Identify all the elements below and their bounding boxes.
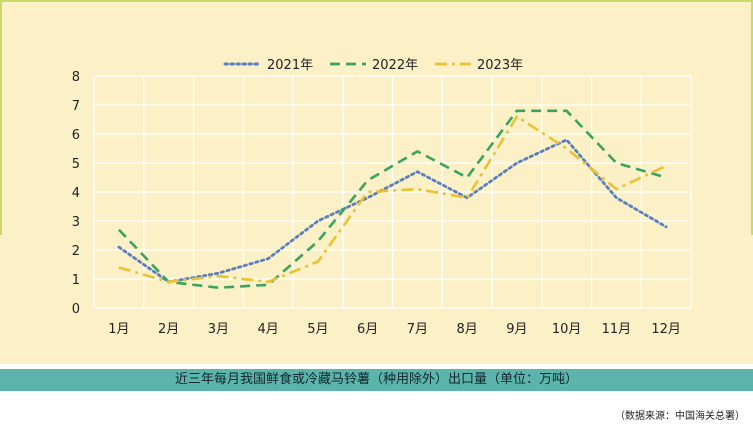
x-tick-label: 5月 (307, 322, 328, 337)
y-tick-label: 1 (72, 273, 80, 288)
y-tick-label: 4 (72, 186, 80, 201)
chart-frame (0, 0, 753, 235)
x-tick-label: 2月 (158, 322, 179, 337)
legend-label: 2021年 (267, 58, 313, 73)
y-tick-label: 5 (72, 157, 80, 172)
x-tick-label: 8月 (456, 322, 477, 337)
x-tick-label: 10月 (552, 322, 582, 337)
legend-label: 2022年 (372, 58, 418, 73)
x-tick-label: 1月 (108, 322, 129, 337)
x-tick-label: 9月 (506, 322, 527, 337)
chart-panel (0, 0, 753, 364)
y-tick-label: 2 (72, 244, 80, 259)
x-tick-label: 11月 (602, 322, 632, 337)
y-tick-label: 8 (72, 70, 80, 85)
x-tick-label: 7月 (407, 322, 428, 337)
x-tick-label: 6月 (357, 322, 378, 337)
series-line-2 (117, 109, 667, 290)
chart-caption: 近三年每月我国鲜食或冷藏马铃薯（种用除外）出口量（单位：万吨） (0, 369, 753, 391)
x-tick-label: 12月 (651, 322, 681, 337)
x-tick-label: 4月 (257, 322, 278, 337)
legend-label: 2023年 (477, 58, 523, 73)
x-tick-label: 3月 (208, 322, 229, 337)
y-tick-label: 6 (72, 128, 80, 143)
y-tick-label: 3 (72, 215, 80, 230)
series-line-3 (118, 115, 667, 284)
y-tick-label: 7 (72, 99, 80, 114)
source-note: （数据来源：中国海关总署） (615, 411, 745, 422)
y-tick-label: 0 (72, 302, 80, 317)
line-chart: 0 1 2 3 4 5 6 7 8 1月 2月 3月 4月 5月 6月 7月 8月 9月 10月 11月 12月 2021… (72, 58, 692, 337)
series-line-1 (117, 138, 668, 284)
